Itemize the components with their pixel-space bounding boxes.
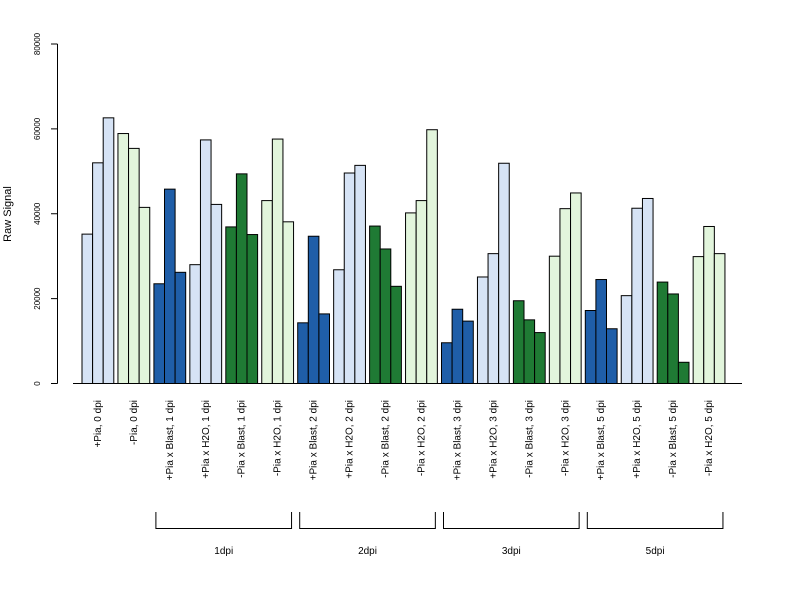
bar-6-1 [307,235,320,384]
bar-8-2 [390,285,402,384]
bracket-label: 5dpi [646,546,665,557]
category-label: +Pia x Blast, 5 dpi [596,400,607,480]
bar-8-1 [379,248,392,384]
bar-5-0 [261,200,273,384]
bar-4-2 [246,234,259,384]
bar-14-2 [606,328,618,384]
bar-16-2 [677,361,690,384]
bar-14-0 [584,310,597,385]
y-axis-label: Raw Signal [2,186,14,242]
bar-4-0 [225,226,237,384]
bar-6-2 [318,313,330,384]
bar-2-1 [164,188,176,384]
bracket-line [586,512,724,529]
bar-14-1 [595,279,608,385]
bar-16-0 [656,281,669,384]
category-label: -Pia x H2O, 2 dpi [416,400,427,476]
category-label: +Pia x H2O, 2 dpi [345,400,356,479]
category-label: -Pia x Blast, 1 dpi [237,400,248,478]
category-label: +Pia x H2O, 5 dpi [632,400,643,479]
bar-3-2 [210,203,223,384]
bar-15-2 [641,197,654,384]
bar-15-0 [620,295,633,385]
bar-13-0 [548,255,561,384]
category-label: -Pia x Blast, 5 dpi [668,400,679,478]
y-tick-label: 60000 [33,117,42,140]
bar-17-1 [703,225,715,384]
group-brackets: 1dpi 2dpi 3dpi 5dpi [155,512,724,557]
bracket-label: 2dpi [358,546,377,557]
category-label: -Pia x H2O, 3 dpi [560,400,571,476]
bracket-line [155,512,293,529]
category-label: +Pia x H2O, 1 dpi [201,400,212,479]
bar-12-1 [523,319,536,384]
y-tick-label: 40000 [33,202,42,225]
category-labels: +Pia, 0 dpi -Pia, 0 dpi +Pia x Blast, 1 dp… [93,400,715,480]
bar-1-1 [128,147,140,384]
y-axis: 0 20000 40000 60000 80000 [33,32,58,386]
bar-10-1 [451,308,464,384]
category-label: -Pia x Blast, 3 dpi [524,400,535,478]
category-label: +Pia x H2O, 3 dpi [488,400,499,479]
bars-layer [81,117,726,385]
bar-9-0 [405,212,417,384]
bar-12-0 [512,300,525,385]
bar-5-2 [282,221,295,384]
bar-15-1 [631,207,643,384]
bar-11-0 [476,276,489,384]
bar-7-2 [354,164,366,384]
bar-0-0 [81,233,94,384]
bar-2-0 [153,283,165,385]
category-label: -Pia x Blast, 2 dpi [381,400,392,478]
bar-2-2 [174,271,187,384]
category-label: +Pia x Blast, 3 dpi [452,400,463,480]
bar-7-0 [333,269,345,384]
category-label: -Pia x H2O, 1 dpi [273,400,284,476]
bar-13-1 [559,208,572,384]
bar-1-0 [117,133,130,384]
bar-0-1 [92,162,104,384]
category-label: -Pia, 0 dpi [129,400,140,445]
bar-10-2 [462,320,474,385]
category-label: +Pia, 0 dpi [93,400,104,448]
bar-17-0 [692,256,705,384]
bracket-label: 3dpi [502,546,521,557]
bar-13-2 [570,192,582,384]
bar-10-0 [441,342,453,385]
bar-12-2 [534,332,546,385]
category-label: +Pia x Blast, 2 dpi [309,400,320,480]
bracket-line [299,512,436,529]
bar-6-0 [297,322,309,384]
bar-8-0 [369,225,381,384]
bar-7-1 [343,172,356,384]
bar-3-1 [199,139,212,384]
bracket-line [443,512,580,529]
bar-5-1 [271,138,284,384]
y-tick-label: 20000 [33,287,42,310]
bar-4-1 [235,173,248,384]
y-tick-label: 80000 [33,32,42,55]
bar-11-2 [498,162,510,384]
bar-11-1 [487,253,500,384]
bar-3-0 [189,264,201,384]
category-label: +Pia x Blast, 1 dpi [165,400,176,480]
bracket-label: 1dpi [214,546,233,557]
bar-9-1 [415,200,428,384]
category-label: -Pia x H2O, 5 dpi [704,400,715,476]
bar-9-2 [426,129,438,384]
bar-0-2 [102,117,115,384]
bar-1-2 [138,206,151,384]
bar-17-2 [713,253,726,384]
bar-16-1 [667,293,679,384]
y-tick-label: 0 [33,381,42,386]
